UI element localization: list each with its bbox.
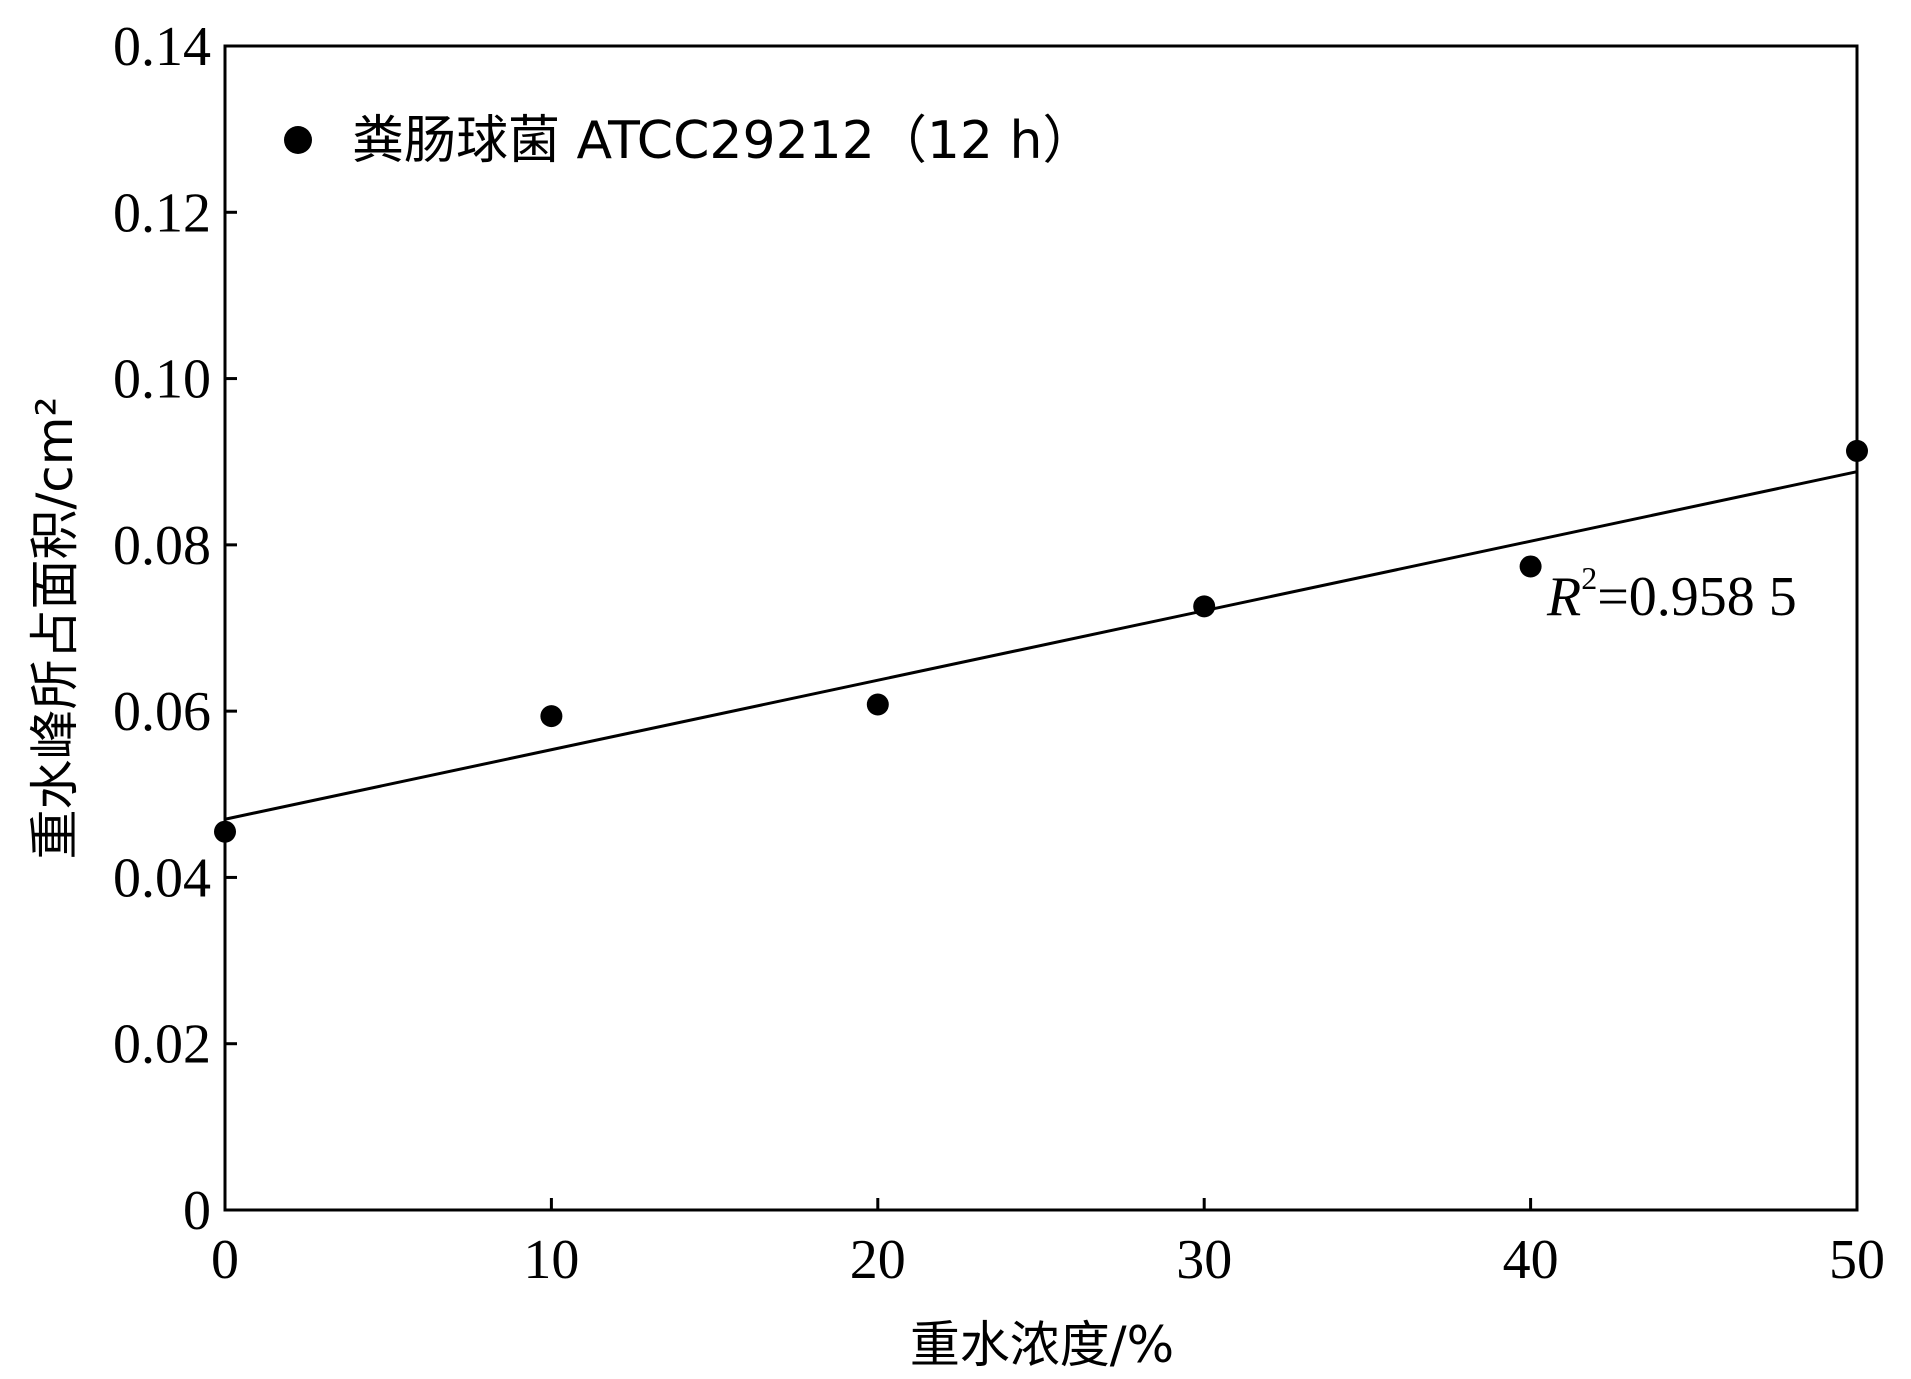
x-tick-label: 10	[523, 1229, 579, 1291]
data-point	[1846, 439, 1868, 462]
x-axis-title: 重水浓度/%	[910, 1316, 1174, 1374]
plot-frame	[223, 44, 1859, 1212]
x-tick-label: 50	[1829, 1229, 1885, 1291]
y-axis-title: 重水峰所占面积/cm²	[26, 396, 84, 859]
legend-label: 粪肠球菌 ATCC29212（12 h）	[352, 111, 1094, 171]
x-axis-ticks: 0 10 20 30 40 50	[211, 1198, 1885, 1291]
x-tick-label: 0	[211, 1229, 239, 1291]
y-tick-label: 0.02	[113, 1014, 211, 1076]
data-point	[866, 693, 889, 716]
x-tick-label: 20	[850, 1229, 906, 1291]
x-tick-label: 30	[1176, 1229, 1232, 1291]
data-point	[214, 820, 236, 843]
y-tick-label: 0.10	[113, 349, 211, 411]
y-tick-label: 0	[183, 1180, 211, 1242]
y-tick-label: 0.14	[113, 16, 211, 78]
data-point	[1519, 555, 1542, 578]
y-tick-label: 0.04	[113, 847, 211, 909]
r-squared-annotation: R2=0.958 5	[1546, 560, 1797, 628]
y-tick-label: 0.12	[113, 182, 211, 244]
r-power: 2	[1581, 560, 1597, 596]
y-tick-label: 0.08	[113, 515, 211, 577]
y-tick-label: 0.06	[113, 681, 211, 743]
data-point	[1193, 595, 1216, 618]
y-axis-ticks: 0 0.02 0.04 0.06 0.08 0.10 0.12 0.14	[113, 16, 237, 1242]
x-tick-label: 40	[1503, 1229, 1559, 1291]
data-point	[540, 705, 563, 728]
legend-marker	[284, 126, 312, 154]
r-value: =0.958 5	[1597, 566, 1797, 628]
data-points	[214, 439, 1868, 843]
r-symbol: R	[1546, 566, 1581, 628]
regression-line	[224, 470, 1858, 821]
